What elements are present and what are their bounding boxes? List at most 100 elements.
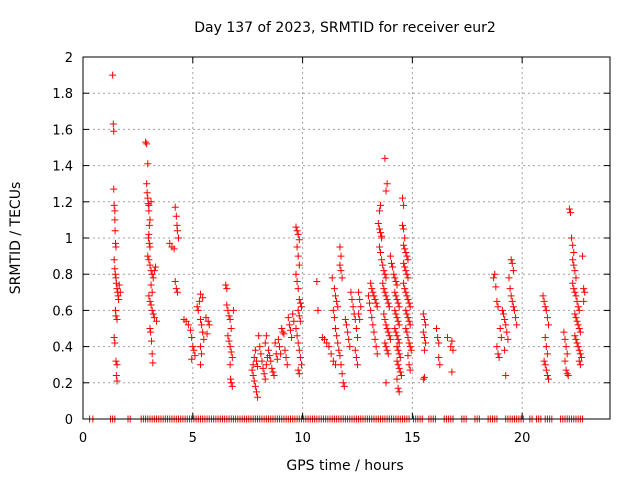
data-point	[381, 154, 389, 162]
data-point	[337, 361, 345, 369]
data-point	[143, 180, 151, 188]
data-point	[337, 267, 345, 275]
data-point	[542, 343, 550, 351]
data-point	[382, 379, 390, 387]
data-point	[543, 314, 551, 322]
data-point	[330, 285, 338, 293]
data-point	[273, 355, 281, 363]
data-point	[581, 288, 589, 296]
data-point	[268, 364, 276, 372]
y-tick-label: 0.8	[52, 268, 73, 283]
data-point	[295, 370, 303, 378]
data-point	[570, 261, 578, 269]
data-point	[145, 221, 153, 229]
data-point	[391, 306, 399, 314]
data-point	[295, 296, 303, 304]
data-point	[406, 366, 414, 374]
data-point	[381, 315, 389, 323]
data-point	[173, 227, 181, 235]
data-point	[433, 325, 441, 332]
data-point	[339, 379, 347, 387]
data-point	[147, 301, 155, 309]
data-point	[503, 328, 511, 336]
grid-lines	[83, 57, 610, 419]
data-point	[401, 245, 409, 253]
data-point	[384, 350, 392, 358]
data-point	[379, 279, 387, 287]
data-point	[373, 350, 381, 358]
data-point	[403, 328, 411, 336]
data-point	[261, 375, 269, 383]
data-point	[403, 252, 411, 260]
data-point	[269, 368, 277, 376]
data-point	[150, 314, 158, 322]
data-point	[254, 363, 262, 371]
data-point	[574, 321, 582, 329]
data-point	[196, 315, 204, 323]
data-point	[225, 312, 233, 320]
data-point	[382, 187, 390, 195]
data-point	[496, 325, 504, 332]
data-point	[391, 325, 399, 332]
data-point	[406, 343, 414, 351]
data-point	[381, 270, 389, 278]
data-point	[571, 267, 579, 275]
data-point	[356, 315, 364, 323]
data-point	[367, 279, 375, 287]
data-point	[392, 328, 400, 336]
data-point	[509, 303, 517, 311]
data-point	[403, 292, 411, 300]
data-point	[394, 361, 402, 369]
data-point	[420, 315, 428, 323]
data-point	[189, 343, 197, 351]
data-point	[383, 325, 391, 332]
data-point	[271, 339, 279, 347]
data-point	[313, 277, 321, 285]
data-point	[393, 296, 401, 304]
data-point	[349, 303, 357, 311]
data-point	[404, 274, 412, 282]
data-point	[395, 364, 403, 372]
data-point	[292, 270, 300, 278]
data-point	[447, 343, 455, 351]
data-point	[204, 317, 212, 325]
data-point	[369, 321, 377, 329]
data-point	[144, 160, 152, 168]
data-point	[227, 348, 235, 356]
data-point	[573, 339, 581, 347]
data-point	[250, 353, 258, 361]
data-point	[385, 303, 393, 311]
data-point	[500, 310, 508, 318]
data-point	[379, 261, 387, 269]
data-point	[404, 296, 412, 304]
data-point	[420, 334, 428, 342]
data-point	[292, 223, 300, 231]
y-tick-label: 0.2	[52, 377, 73, 392]
data-point	[285, 321, 293, 329]
data-point	[420, 346, 428, 354]
data-point	[294, 230, 302, 238]
data-point	[407, 346, 415, 354]
data-point	[113, 361, 121, 369]
data-point	[297, 303, 305, 311]
data-point	[575, 357, 583, 365]
data-point	[384, 299, 392, 307]
data-point	[405, 361, 413, 369]
data-point	[109, 120, 117, 128]
y-tick-label: 1.6	[52, 123, 73, 138]
data-point	[562, 366, 570, 374]
data-point	[542, 366, 550, 374]
data-point	[383, 296, 391, 304]
data-point	[332, 325, 340, 332]
data-point	[145, 256, 153, 264]
data-point	[248, 366, 256, 374]
data-point	[507, 292, 515, 300]
data-point	[435, 353, 443, 361]
data-point	[575, 306, 583, 314]
data-point	[394, 346, 402, 354]
data-point	[336, 352, 344, 360]
data-point	[314, 306, 322, 314]
data-point	[325, 343, 333, 351]
data-point	[580, 297, 588, 305]
data-point	[351, 346, 359, 354]
